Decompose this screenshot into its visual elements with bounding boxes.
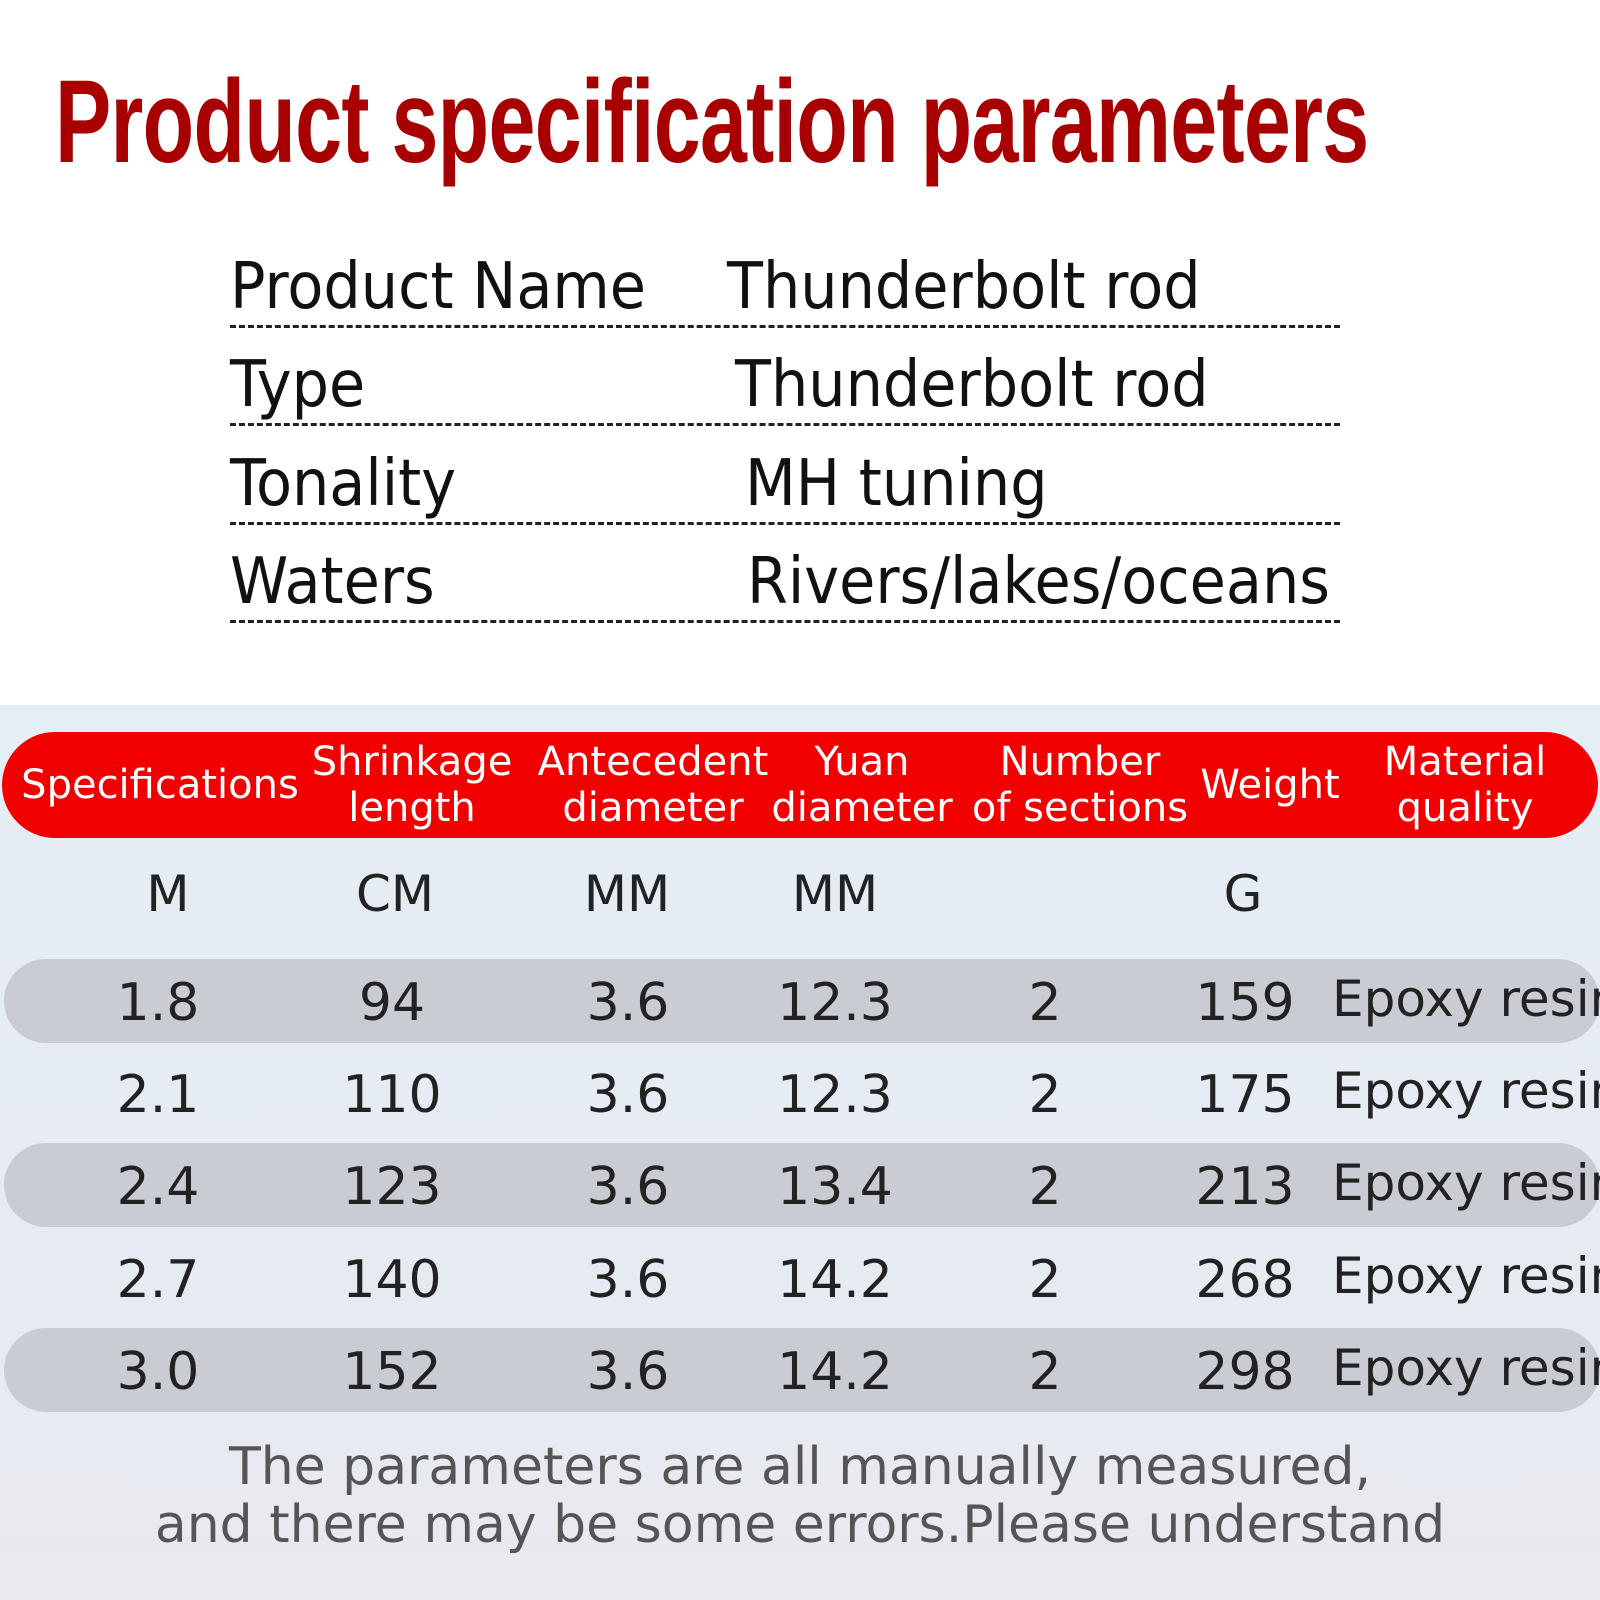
table-header-bar bbox=[2, 732, 1598, 838]
info-key: Type bbox=[230, 348, 366, 422]
info-key: Tonality bbox=[230, 447, 457, 521]
note-line: and there may be some errors.Please unde… bbox=[154, 1495, 1446, 1555]
unit-label: CM bbox=[355, 865, 435, 923]
table-cell-material: Epoxy resin bbox=[1332, 970, 1600, 1028]
title-text: Product specification parameters bbox=[55, 56, 1369, 188]
table-cell: 268 bbox=[1195, 1250, 1295, 1310]
info-value: MH tuning bbox=[745, 447, 1048, 521]
info-key: Product Name bbox=[230, 250, 646, 324]
page-title: Product specification parameters bbox=[55, 62, 1515, 182]
table-cell: 94 bbox=[358, 973, 426, 1033]
table-cell: 2 bbox=[1028, 973, 1062, 1033]
table-cell: 140 bbox=[342, 1250, 442, 1310]
table-cell: 2 bbox=[1028, 1342, 1062, 1402]
row-band bbox=[4, 1143, 1600, 1227]
table-cell: 14.2 bbox=[777, 1250, 893, 1310]
info-row: Waters Rivers/lakes/oceans bbox=[230, 525, 1340, 623]
table-cell: 152 bbox=[342, 1342, 442, 1402]
row-band bbox=[4, 1328, 1600, 1412]
column-header: Number of sections bbox=[971, 739, 1189, 831]
table-cell: 110 bbox=[342, 1065, 442, 1125]
info-value: Rivers/lakes/oceans bbox=[747, 545, 1330, 619]
table-cell: 3.6 bbox=[586, 1157, 670, 1217]
row-band bbox=[4, 959, 1600, 1043]
table-cell: 14.2 bbox=[777, 1342, 893, 1402]
table-cell: 12.3 bbox=[777, 1065, 893, 1125]
table-cell: 13.4 bbox=[777, 1157, 893, 1217]
info-table: Product Name Thunderbolt rod Type Thunderb… bbox=[230, 230, 1340, 623]
unit-label: MM bbox=[583, 865, 671, 923]
note-line: The parameters are all manually measured… bbox=[228, 1437, 1372, 1497]
table-cell: 3.6 bbox=[586, 1250, 670, 1310]
info-row: Tonality MH tuning bbox=[230, 426, 1340, 525]
column-header: Shrinkage length bbox=[311, 739, 513, 831]
column-header: Yuan diameter bbox=[771, 739, 953, 831]
table-cell-material: Epoxy resin bbox=[1332, 1247, 1600, 1305]
table-cell: 3.6 bbox=[586, 1342, 670, 1402]
column-header: Weight bbox=[1200, 762, 1340, 808]
info-row: Type Thunderbolt rod bbox=[230, 328, 1340, 426]
info-row: Product Name Thunderbolt rod bbox=[230, 230, 1340, 328]
table-cell: 3.6 bbox=[586, 1065, 670, 1125]
table-cell: 123 bbox=[342, 1157, 442, 1217]
table-cell: 298 bbox=[1195, 1342, 1295, 1402]
column-header: Specifications bbox=[21, 762, 299, 808]
table-cell: 2 bbox=[1028, 1157, 1062, 1217]
info-key: Waters bbox=[230, 545, 435, 619]
table-cell-material: Epoxy resin bbox=[1332, 1154, 1600, 1212]
table-cell: 159 bbox=[1195, 973, 1295, 1033]
info-value: Thunderbolt rod bbox=[727, 250, 1201, 324]
info-value: Thunderbolt rod bbox=[735, 348, 1209, 422]
table-cell: 175 bbox=[1195, 1065, 1295, 1125]
disclaimer-note: The parameters are all manually measured… bbox=[0, 1438, 1600, 1554]
table-cell-material: Epoxy resin bbox=[1332, 1339, 1600, 1397]
table-cell: 2.7 bbox=[116, 1250, 200, 1310]
unit-label: G bbox=[1223, 865, 1263, 923]
unit-label: M bbox=[146, 865, 190, 923]
table-cell: 2 bbox=[1028, 1065, 1062, 1125]
table-cell: 3.0 bbox=[116, 1342, 200, 1402]
table-cell: 2.4 bbox=[116, 1157, 200, 1217]
table-cell: 2.1 bbox=[116, 1065, 200, 1125]
table-cell: 1.8 bbox=[116, 973, 200, 1033]
unit-label: MM bbox=[791, 865, 879, 923]
table-cell: 213 bbox=[1195, 1157, 1295, 1217]
column-header: Antecedent diameter bbox=[537, 739, 769, 831]
table-cell-material: Epoxy resin bbox=[1332, 1062, 1600, 1120]
table-cell: 3.6 bbox=[586, 973, 670, 1033]
table-cell: 2 bbox=[1028, 1250, 1062, 1310]
column-header: Material quality bbox=[1383, 739, 1547, 831]
table-cell: 12.3 bbox=[777, 973, 893, 1033]
